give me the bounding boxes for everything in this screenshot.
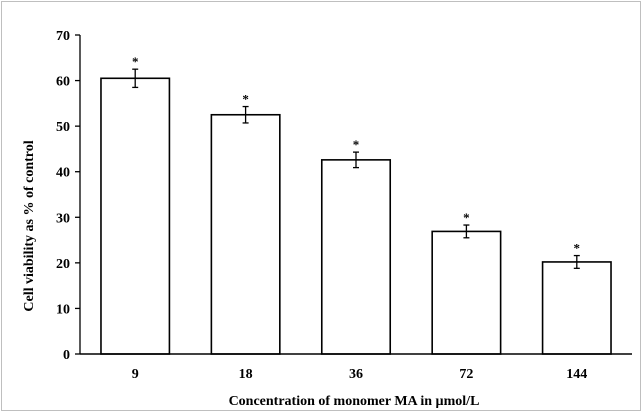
bar [210, 113, 281, 355]
x-tick-label: 36 [349, 367, 363, 382]
bar [100, 77, 171, 355]
bar [431, 230, 502, 355]
y-tick-label: 70 [56, 29, 70, 44]
x-tick-label: 18 [239, 367, 253, 382]
x-tick-label: 72 [459, 367, 473, 382]
x-tick-label: 9 [132, 367, 139, 382]
x-tick-label: 144 [566, 367, 587, 382]
y-tick-label: 50 [56, 120, 70, 135]
y-tick-label: 30 [56, 211, 70, 226]
y-tick-label: 20 [56, 257, 70, 272]
y-tick-label: 0 [63, 348, 70, 363]
y-axis-title: Cell viability as % of control [22, 140, 37, 311]
significance-mark: * [574, 241, 581, 256]
bar [320, 159, 392, 355]
x-axis-title: Concentration of monomer MA in µmol/L [229, 394, 480, 409]
y-tick-label: 60 [56, 75, 70, 90]
significance-mark: * [353, 137, 360, 152]
significance-mark: * [132, 54, 139, 69]
significance-mark: * [463, 210, 470, 225]
y-tick-label: 10 [56, 302, 70, 317]
bar [541, 261, 612, 355]
y-tick-label: 40 [56, 166, 70, 181]
significance-mark: * [242, 92, 249, 107]
